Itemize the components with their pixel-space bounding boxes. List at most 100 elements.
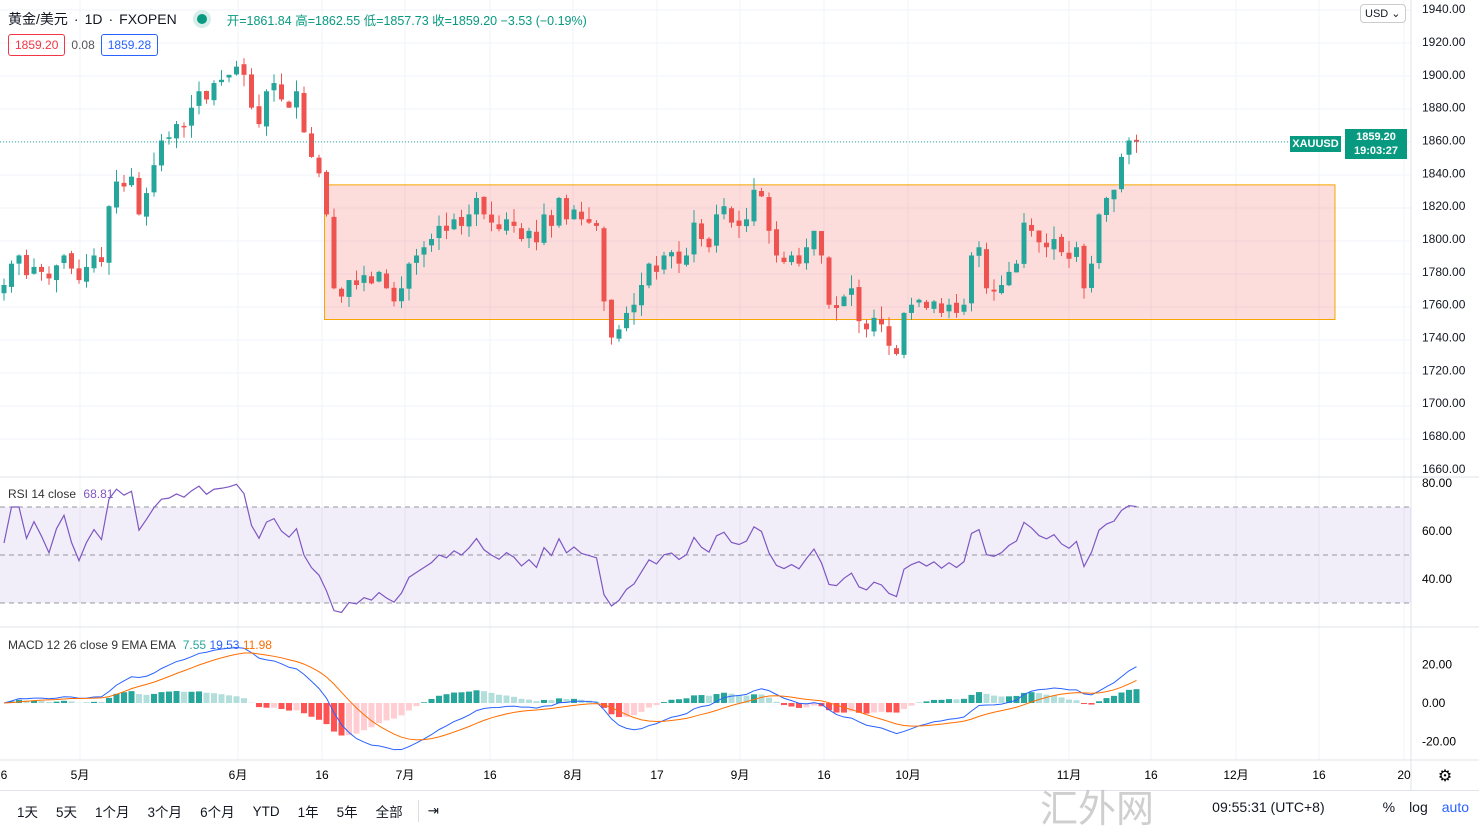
macd-histogram-bar xyxy=(646,703,652,708)
watermark: 汇外网 xyxy=(1040,778,1154,833)
macd-histogram-bar xyxy=(774,702,780,703)
macd-histogram-bar xyxy=(459,692,465,703)
range-5d[interactable]: 5天 xyxy=(47,801,86,821)
time-tick: 7月 xyxy=(396,768,415,782)
candle-body xyxy=(144,193,149,217)
candle-body xyxy=(504,219,509,230)
chart-canvas[interactable]: 1940.001920.001900.001880.001860.001840.… xyxy=(0,0,1479,790)
candle-body xyxy=(759,191,764,196)
macd-histogram-bar xyxy=(414,703,420,706)
auto-toggle[interactable]: auto xyxy=(1442,799,1469,815)
macd-histogram-bar xyxy=(174,691,180,703)
macd-histogram-bar xyxy=(901,703,907,709)
macd-histogram-bar xyxy=(129,691,135,703)
rsi-legend[interactable]: RSI 14 close 68.81 xyxy=(8,487,113,501)
settings-gear-icon[interactable]: ⚙ xyxy=(1438,768,1452,785)
macd-legend[interactable]: MACD 12 26 close 9 EMA EMA 7.55 19.53 11… xyxy=(8,638,272,652)
candle-body xyxy=(167,137,172,139)
candle-body xyxy=(482,197,487,215)
candle-body xyxy=(189,108,194,126)
candle-body xyxy=(534,232,539,243)
macd-histogram-bar xyxy=(1104,698,1110,703)
candle-body xyxy=(992,290,997,292)
macd-histogram-bar xyxy=(69,701,75,703)
candle-body xyxy=(519,228,524,239)
symbol-name[interactable]: 黄金/美元 xyxy=(8,9,68,29)
range-6m[interactable]: 6个月 xyxy=(191,801,244,821)
market-status-icon xyxy=(197,14,207,24)
macd-histogram-bar xyxy=(46,702,52,703)
candle-body xyxy=(849,288,854,295)
macd-histogram-bar xyxy=(324,703,330,724)
candle-body xyxy=(609,300,614,338)
macd-tick: 0.00 xyxy=(1422,696,1446,710)
candle-body xyxy=(159,141,164,166)
candle-body xyxy=(827,257,832,304)
range-1m[interactable]: 1个月 xyxy=(86,801,139,821)
candle-body xyxy=(527,231,532,238)
macd-histogram-bar xyxy=(196,691,202,703)
macd-histogram-bar xyxy=(211,693,217,703)
macd-histogram-bar xyxy=(256,703,262,707)
macd-histogram-bar xyxy=(166,692,172,703)
candle-body xyxy=(392,288,397,302)
macd-histogram-bar xyxy=(661,702,667,703)
candle-body xyxy=(84,267,89,282)
macd-histogram-bar xyxy=(99,702,105,703)
candle-body xyxy=(947,305,952,312)
macd-histogram-bar xyxy=(1066,700,1072,703)
candle-body xyxy=(197,91,202,106)
candle-body xyxy=(579,212,584,220)
macd-histogram-bar xyxy=(219,694,225,703)
candle-body xyxy=(257,106,262,124)
interval[interactable]: 1D xyxy=(85,11,103,27)
macd-histogram-bar xyxy=(54,702,60,703)
candle-body xyxy=(677,252,682,264)
candle-body xyxy=(152,165,157,192)
candle-body xyxy=(864,324,869,330)
price-tick: 1840.00 xyxy=(1422,166,1466,180)
candle-body xyxy=(1112,190,1117,199)
macd-histogram-bar xyxy=(406,703,412,711)
range-all[interactable]: 全部 xyxy=(367,801,412,821)
macd-histogram-bar xyxy=(669,700,675,703)
buy-button[interactable]: 1859.28 xyxy=(101,34,158,56)
candle-body xyxy=(339,289,344,297)
signal-value: 11.98 xyxy=(243,638,272,652)
candle-body xyxy=(272,83,277,90)
macd-histogram-bar xyxy=(864,703,870,714)
rsi-tick: 40.00 xyxy=(1422,572,1452,586)
candle-body xyxy=(707,239,712,248)
candle-body xyxy=(542,214,547,242)
macd-value: 19.53 xyxy=(209,638,239,652)
candle-body xyxy=(47,274,52,279)
range-3m[interactable]: 3个月 xyxy=(139,801,192,821)
macd-histogram-bar xyxy=(631,703,637,715)
symbol-legend: 黄金/美元· 1D· FXOPEN 开=1861.84 高=1862.55 低=… xyxy=(8,9,587,29)
range-5y[interactable]: 5年 xyxy=(328,801,367,821)
candle-body xyxy=(512,222,517,226)
percent-toggle[interactable]: % xyxy=(1383,799,1395,815)
currency-select[interactable]: USD ⌄ xyxy=(1360,4,1406,23)
macd-histogram-bar xyxy=(369,703,375,727)
candle-body xyxy=(212,83,217,100)
candle-body xyxy=(32,267,37,274)
rsi-tick: 80.00 xyxy=(1422,476,1452,490)
log-toggle[interactable]: log xyxy=(1409,799,1428,815)
candle-body xyxy=(699,223,704,239)
macd-histogram-bar xyxy=(241,698,247,703)
candle-body xyxy=(1104,198,1109,215)
range-ytd[interactable]: YTD xyxy=(244,804,289,819)
candle-body xyxy=(324,172,329,214)
timezone-clock[interactable]: 09:55:31 (UTC+8) xyxy=(1212,799,1324,815)
goto-date-icon[interactable]: ⇥ xyxy=(419,803,448,819)
sell-button[interactable]: 1859.20 xyxy=(8,34,65,56)
range-1y[interactable]: 1年 xyxy=(289,801,328,821)
macd-histogram-bar xyxy=(301,703,307,713)
candle-body xyxy=(362,275,367,283)
time-tick: 16 xyxy=(1312,768,1326,782)
change-value: −3.53 (−0.19%) xyxy=(501,14,587,28)
separator: · xyxy=(108,11,113,27)
range-1d[interactable]: 1天 xyxy=(8,801,47,821)
candle-body xyxy=(317,158,322,174)
